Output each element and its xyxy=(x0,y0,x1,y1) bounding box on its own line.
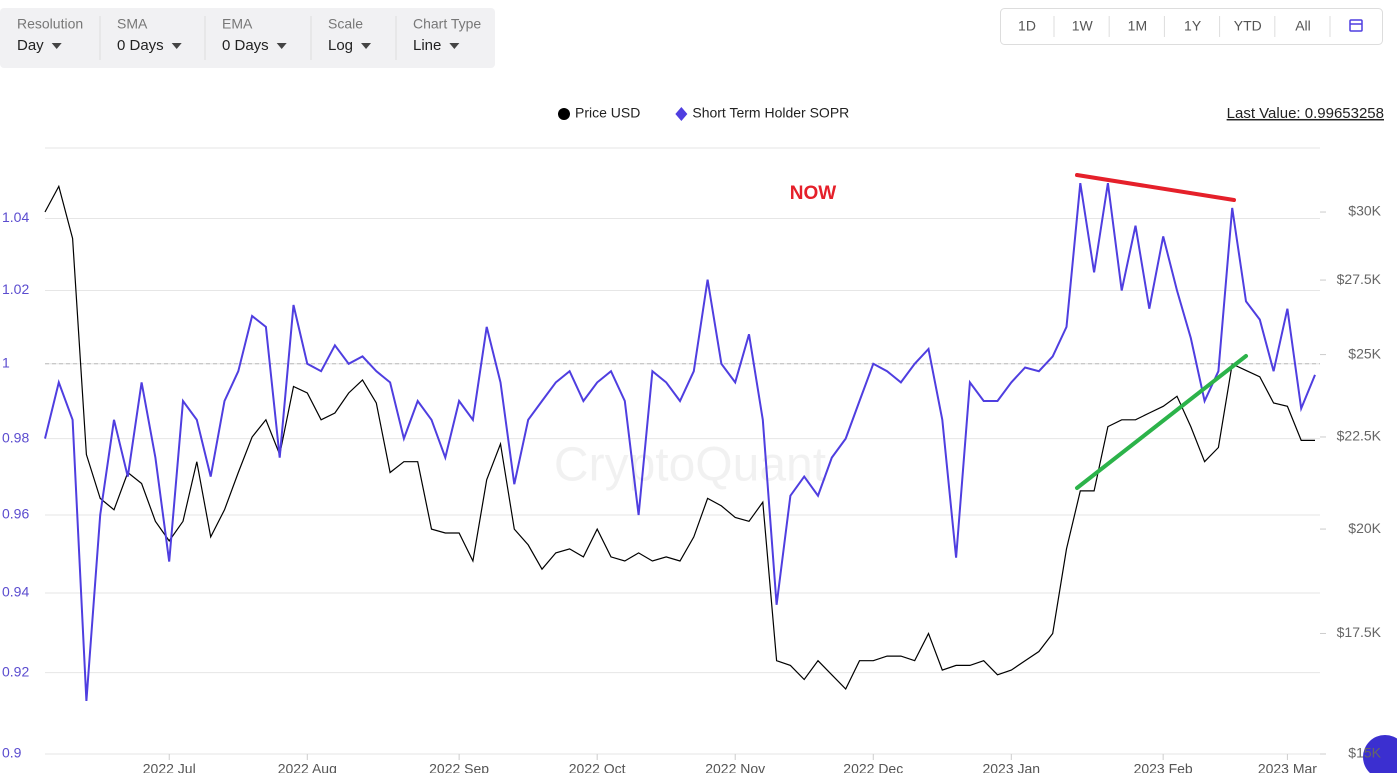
range-button[interactable]: 1W xyxy=(1072,18,1094,34)
series-line xyxy=(44,184,1315,691)
toolbar-value[interactable]: 0 Days xyxy=(222,37,269,54)
y2-tick-label: $30K xyxy=(1348,203,1381,219)
toolbar-label: EMA xyxy=(222,16,253,32)
toolbar xyxy=(0,8,495,68)
dropdown-arrow xyxy=(51,43,62,49)
x-tick-label: 2022 Jul xyxy=(143,761,196,773)
x-tick-label: 2023 Mar xyxy=(1258,761,1317,773)
toolbar-value[interactable]: 0 Days xyxy=(117,37,164,54)
last-value: Last Value: 0.99653258 xyxy=(1227,105,1384,122)
trend-line-green xyxy=(1075,354,1248,490)
calendar-icon xyxy=(1349,19,1363,32)
range-button[interactable]: 1M xyxy=(1128,18,1147,34)
toolbar-label: SMA xyxy=(117,16,148,32)
series-line xyxy=(44,182,1316,701)
y2-tick-label: $20K xyxy=(1348,520,1381,536)
x-tick-label: 2022 Aug xyxy=(278,761,337,773)
plot xyxy=(44,147,1326,760)
range-button[interactable]: All xyxy=(1295,18,1311,34)
y-tick-label: 0.9 xyxy=(2,745,22,761)
y-tick-label: 1 xyxy=(2,355,10,371)
y2-tick-label: $17.5K xyxy=(1337,624,1382,640)
y-tick-label: 1.02 xyxy=(2,281,29,297)
trend-line-red xyxy=(1075,173,1236,202)
legend-marker xyxy=(558,108,570,120)
x-tick-label: 2022 Nov xyxy=(705,761,765,773)
y2-tick-label: $25K xyxy=(1348,345,1381,361)
range-bar xyxy=(1000,8,1383,45)
toolbar-label: Scale xyxy=(328,16,363,32)
legend-label[interactable]: Price USD xyxy=(575,105,640,121)
y2-tick-label: $22.5K xyxy=(1337,428,1382,444)
range-button[interactable]: 1D xyxy=(1018,18,1036,34)
y-tick-label: 1.04 xyxy=(2,209,29,225)
x-tick-label: 2022 Dec xyxy=(843,761,903,773)
dropdown-arrow xyxy=(361,43,372,49)
range-button[interactable]: 1Y xyxy=(1184,18,1202,34)
toolbar-value[interactable]: Log xyxy=(328,37,353,54)
range-button[interactable]: YTD xyxy=(1234,18,1262,34)
x-tick-label: 2022 Oct xyxy=(569,761,626,773)
toolbar-value[interactable]: Day xyxy=(17,37,44,54)
toolbar-value[interactable]: Line xyxy=(413,37,441,54)
dropdown-arrow xyxy=(276,43,287,49)
y2-tick-label: $27.5K xyxy=(1337,271,1382,287)
x-tick-label: 2023 Jan xyxy=(982,761,1040,773)
y-tick-label: 0.94 xyxy=(2,584,29,600)
y-tick-label: 0.98 xyxy=(2,429,29,445)
y-tick-label: 0.96 xyxy=(2,506,29,522)
x-tick-label: 2022 Sep xyxy=(429,761,489,773)
y-tick-label: 0.92 xyxy=(2,663,29,679)
legend-label[interactable]: Short Term Holder SOPR xyxy=(692,105,849,121)
toolbar-label: Chart Type xyxy=(413,16,481,32)
legend-marker xyxy=(675,107,688,121)
watermark: CryptoQuant xyxy=(554,439,826,492)
dropdown-arrow xyxy=(171,43,182,49)
dropdown-arrow xyxy=(449,43,460,49)
toolbar-label: Resolution xyxy=(17,16,83,32)
x-tick-label: 2023 Feb xyxy=(1134,761,1193,773)
annotation: NOW xyxy=(790,183,837,204)
help-button[interactable] xyxy=(1363,735,1397,778)
y2-tick-label: $15K xyxy=(1348,745,1381,761)
